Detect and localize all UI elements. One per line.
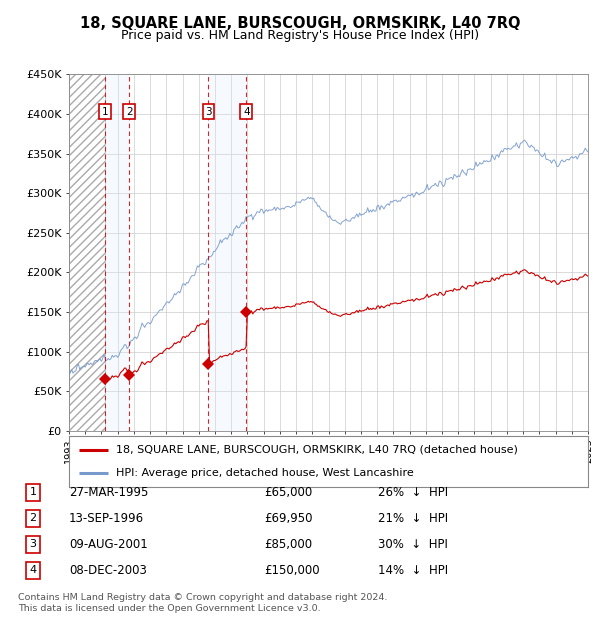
Bar [208,74,246,431]
Bar [105,74,129,431]
Text: 1: 1 [29,487,37,497]
Text: 21%  ↓  HPI: 21% ↓ HPI [378,512,448,525]
Text: £65,000: £65,000 [264,486,312,498]
Text: £69,950: £69,950 [264,512,313,525]
Text: £85,000: £85,000 [264,538,312,551]
Bar [69,74,105,431]
Text: 14%  ↓  HPI: 14% ↓ HPI [378,564,448,577]
Text: Contains HM Land Registry data © Crown copyright and database right 2024.
This d: Contains HM Land Registry data © Crown c… [18,593,388,613]
Text: 18, SQUARE LANE, BURSCOUGH, ORMSKIRK, L40 7RQ (detached house): 18, SQUARE LANE, BURSCOUGH, ORMSKIRK, L4… [116,445,518,454]
Bar [69,74,105,431]
Text: Price paid vs. HM Land Registry's House Price Index (HPI): Price paid vs. HM Land Registry's House … [121,29,479,42]
Text: 3: 3 [29,539,37,549]
Text: 3: 3 [205,107,212,117]
Text: 18, SQUARE LANE, BURSCOUGH, ORMSKIRK, L40 7RQ: 18, SQUARE LANE, BURSCOUGH, ORMSKIRK, L4… [80,16,520,30]
Text: 2: 2 [126,107,133,117]
Text: 4: 4 [29,565,37,575]
Text: 30%  ↓  HPI: 30% ↓ HPI [378,538,448,551]
Text: 08-DEC-2003: 08-DEC-2003 [69,564,147,577]
Text: 2: 2 [29,513,37,523]
Text: HPI: Average price, detached house, West Lancashire: HPI: Average price, detached house, West… [116,468,413,478]
Text: 4: 4 [243,107,250,117]
Text: 09-AUG-2001: 09-AUG-2001 [69,538,148,551]
Text: 13-SEP-1996: 13-SEP-1996 [69,512,144,525]
Text: 1: 1 [102,107,109,117]
Text: £150,000: £150,000 [264,564,320,577]
Text: 26%  ↓  HPI: 26% ↓ HPI [378,486,448,498]
Text: 27-MAR-1995: 27-MAR-1995 [69,486,148,498]
